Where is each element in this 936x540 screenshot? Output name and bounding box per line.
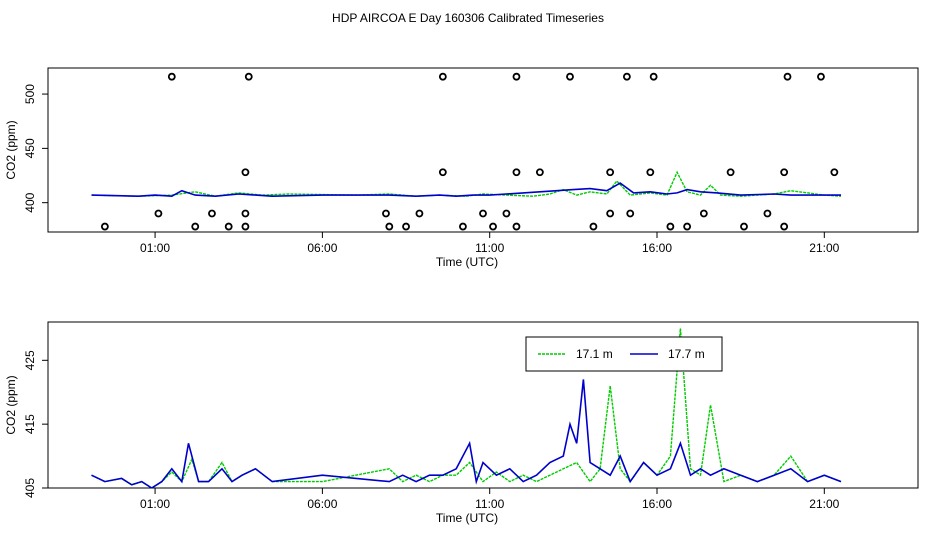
annotation-point <box>512 72 521 81</box>
annotation-point <box>683 222 692 231</box>
annotation-point <box>566 72 574 81</box>
annotation-point <box>646 168 655 177</box>
series-line-green <box>91 170 842 197</box>
annotation-point <box>622 72 631 81</box>
x-tick-label: 11:00 <box>475 497 504 511</box>
annotation-point <box>740 222 748 231</box>
annotation-point <box>817 72 825 81</box>
series-line-blue <box>91 379 842 488</box>
annotation-point <box>459 222 467 231</box>
annotation-point <box>535 168 544 177</box>
plot-frame <box>47 67 919 233</box>
annotation-point <box>763 209 772 218</box>
annotation-point <box>415 209 424 218</box>
annotation-point <box>224 222 233 231</box>
y-tick-label: 425 <box>23 350 37 370</box>
annotation-point <box>780 168 789 177</box>
annotation-point <box>241 168 250 177</box>
bottom-panel: 01:00 06:00 11:00 16:00 21:00 405 415 425 Time (… <box>4 321 919 525</box>
annotation-point <box>783 72 792 81</box>
x-axis-label: Time (UTC) <box>436 255 498 269</box>
annotation-point <box>666 222 675 231</box>
annotation-point <box>502 209 511 218</box>
annotation-point <box>589 222 598 231</box>
x-tick-label: 06:00 <box>307 241 337 255</box>
figure-title: HDP AIRCOA E Day 160306 Calibrated Times… <box>332 11 604 25</box>
series-line-green <box>91 328 842 488</box>
y-tick-label: 400 <box>23 192 37 212</box>
annotation-point <box>208 209 216 218</box>
annotation-point <box>830 168 839 177</box>
x-tick-label: 06:00 <box>307 497 337 511</box>
annotation-point <box>649 72 658 81</box>
annotation-point <box>626 209 635 218</box>
annotation-point <box>489 222 497 231</box>
y-tick-label: 415 <box>23 414 37 434</box>
annotation-point <box>167 72 176 81</box>
annotation-point <box>385 222 394 231</box>
annotation-point <box>512 222 521 231</box>
x-tick-label: 11:00 <box>475 241 504 255</box>
x-tick-label: 01:00 <box>140 241 170 255</box>
x-tick-label: 21:00 <box>809 241 839 255</box>
annotation-point <box>241 222 250 231</box>
annotation-point <box>438 72 447 81</box>
y-axis-label: CO2 (ppm) <box>4 120 18 179</box>
x-tick-label: 16:00 <box>642 241 672 255</box>
annotation-point <box>438 168 447 177</box>
annotation-point <box>606 168 615 177</box>
plot-frame <box>47 321 919 489</box>
y-tick-label: 500 <box>23 84 37 104</box>
annotation-point <box>780 222 789 231</box>
x-tick-label: 01:00 <box>140 497 170 511</box>
series-line-blue <box>91 182 841 198</box>
top-panel: 01:00 06:00 11:00 16:00 21:00 400 450 500 Time (… <box>4 67 919 269</box>
x-tick-label: 21:00 <box>809 497 839 511</box>
x-tick-label: 16:00 <box>642 497 672 511</box>
annotation-point <box>382 209 390 218</box>
annotation-point <box>402 222 410 231</box>
y-tick-label: 450 <box>23 138 37 158</box>
y-tick-label: 405 <box>23 478 37 498</box>
annotation-point <box>241 209 250 218</box>
annotation-point <box>154 209 163 218</box>
annotation-point <box>512 168 521 177</box>
legend-label: 17.7 m <box>668 347 705 361</box>
annotation-point <box>100 222 109 231</box>
y-axis-label: CO2 (ppm) <box>4 375 18 434</box>
annotation-point <box>191 222 200 231</box>
annotation-point <box>726 168 735 177</box>
annotation-point <box>606 209 615 218</box>
annotation-point <box>244 72 253 81</box>
x-axis-label: Time (UTC) <box>436 511 498 525</box>
legend-label: 17.1 m <box>576 347 613 361</box>
annotation-point <box>479 209 487 218</box>
annotation-point <box>699 209 708 218</box>
